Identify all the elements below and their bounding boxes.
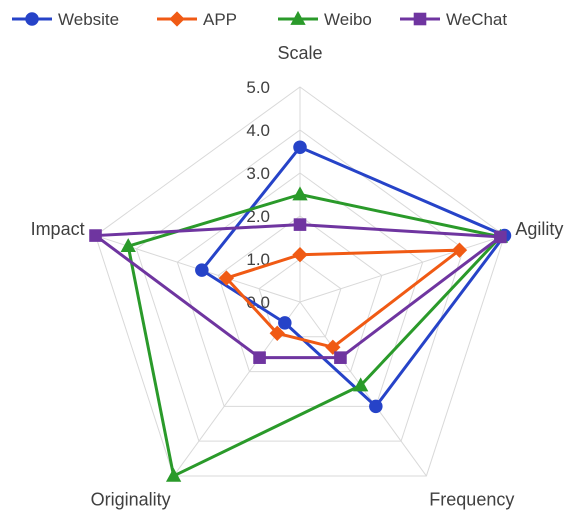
grid-ring <box>94 86 506 477</box>
grid-spoke <box>299 235 505 303</box>
legend-item-app: APP <box>157 10 237 29</box>
legend-marker <box>290 10 306 25</box>
axis-label: Scale <box>277 43 322 63</box>
tick-label: 4.0 <box>246 121 270 140</box>
data-point <box>353 377 369 392</box>
data-point <box>451 242 468 258</box>
axis-label: Originality <box>91 490 171 510</box>
tick-label: 3.0 <box>246 164 270 183</box>
legend-item-website: Website <box>12 10 119 29</box>
grid-ring <box>135 129 465 442</box>
series-wechat <box>89 218 507 364</box>
series-line <box>200 145 506 408</box>
tick-label: 5.0 <box>246 78 270 97</box>
series-app <box>218 242 468 355</box>
legend-label: Weibo <box>324 10 372 29</box>
tick-label: 1.0 <box>246 250 270 269</box>
grid-ring <box>217 215 383 373</box>
data-point <box>195 263 209 277</box>
legend-marker <box>169 11 185 27</box>
series-line <box>224 248 461 349</box>
legend-label: APP <box>203 10 237 29</box>
data-point <box>89 229 102 242</box>
legend-label: Website <box>58 10 119 29</box>
data-point <box>369 399 383 414</box>
data-point <box>494 230 507 244</box>
radial-tick-labels: 0.01.02.03.04.05.0 <box>246 78 270 312</box>
axis-label: Impact <box>31 219 85 239</box>
legend-item-weibo: Weibo <box>278 10 372 29</box>
legend: Website APP Weibo WeChat <box>12 10 507 29</box>
data-point <box>292 186 308 201</box>
data-point <box>278 316 292 330</box>
data-point <box>253 351 266 364</box>
data-point <box>325 339 341 355</box>
data-point <box>293 140 307 154</box>
legend-marker <box>413 12 427 26</box>
series-line <box>126 193 502 478</box>
tick-label: 2.0 <box>246 207 270 226</box>
series-layer <box>89 140 512 482</box>
data-point <box>293 218 307 231</box>
data-point <box>165 467 182 482</box>
axis-labels: Scale Agility Frequency Originality Impact <box>31 43 564 510</box>
data-point <box>269 325 285 341</box>
series-line <box>94 223 502 360</box>
data-point <box>120 238 136 253</box>
grid-ring <box>176 172 424 407</box>
data-point <box>218 270 235 286</box>
legend-label: WeChat <box>446 10 507 29</box>
legend-marker <box>25 12 39 26</box>
data-point <box>292 247 308 263</box>
legend-item-wechat: WeChat <box>400 10 507 29</box>
data-point <box>334 351 347 364</box>
axis-label: Agility <box>515 219 563 239</box>
axis-label: Frequency <box>429 490 514 510</box>
